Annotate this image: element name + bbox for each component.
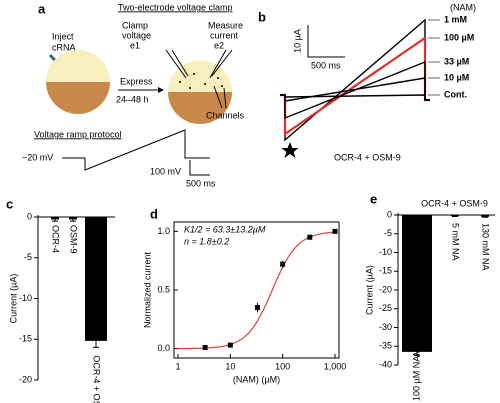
panel-label: e <box>370 191 377 206</box>
current-scale: 10 µA <box>292 29 302 53</box>
star <box>281 142 299 158</box>
channels-label: Channels <box>206 110 245 120</box>
peak-label: 100 mV <box>150 166 181 176</box>
point <box>307 234 313 240</box>
y-tick-label: -40 <box>379 359 392 369</box>
y-tick-label: 0 <box>387 209 392 219</box>
clamp-label: Clamp <box>122 20 148 30</box>
trace-label: 100 µM <box>444 32 474 42</box>
oocyte-top <box>46 50 110 82</box>
x-tick-label: OSM-9 <box>69 225 79 254</box>
point <box>280 261 286 267</box>
panel-label: b <box>258 9 266 24</box>
duration-label: 24–48 h <box>116 94 149 104</box>
y-tick-label: 0.5 <box>157 284 170 294</box>
y-tick-label: -30 <box>379 322 392 332</box>
bar <box>85 217 107 341</box>
point <box>254 305 260 311</box>
x-tick-label: 130 mM NA <box>481 223 491 271</box>
annotation: n = 1.8±0.2 <box>184 236 229 246</box>
trace <box>280 77 430 102</box>
x-tick-label: 10 <box>225 361 235 371</box>
ramp-waveform <box>62 129 210 171</box>
panel-label: a <box>38 1 46 16</box>
y-tick-label: -15 <box>19 334 32 344</box>
trace <box>280 35 430 137</box>
x-tick-label: 1,000 <box>324 361 347 371</box>
panel-label: c <box>6 196 13 211</box>
caption: OCR-4 + OSM-9 <box>334 152 401 162</box>
clamp-label: e1 <box>130 40 140 50</box>
chart-title: OCR-4 + OSM-9 <box>421 198 488 208</box>
measure-label: current <box>210 30 239 40</box>
y-tick-label: -5 <box>24 252 32 262</box>
y-axis-label: Normalized current <box>142 251 152 328</box>
point <box>227 342 233 348</box>
channel-dots <box>179 73 223 89</box>
oocyte-bottom <box>46 82 110 114</box>
y-axis-label: Current (µA) <box>364 265 374 315</box>
time-scale: 500 ms <box>186 178 216 188</box>
x-tick-label: 1 <box>175 361 180 371</box>
trace <box>280 94 430 101</box>
trace-label: 33 µM <box>444 56 469 66</box>
time-scale: 500 ms <box>311 60 341 70</box>
y-tick-label: -25 <box>379 303 392 313</box>
trace-label: Cont. <box>444 89 467 99</box>
point <box>202 344 208 350</box>
x-tick-label: OCR-4 + OSM-9 <box>92 355 102 403</box>
traces: 1 mM 100 µM 33 µM 10 µM Cont. <box>280 14 474 142</box>
y-tick-label: 0 <box>27 211 32 221</box>
y-tick-label: -10 <box>379 247 392 257</box>
arrow-head <box>158 87 164 93</box>
x-tick-label: OCR-4 <box>51 225 61 253</box>
legend-title: (NAM) <box>450 2 476 12</box>
bar <box>451 215 459 217</box>
trace-label: 10 µM <box>444 72 469 82</box>
measure-label: Measure <box>208 20 243 30</box>
y-tick-label: -20 <box>379 284 392 294</box>
scale-bar <box>307 25 345 58</box>
y-tick-label: -5 <box>384 228 392 238</box>
y-tick-label: -10 <box>19 293 32 303</box>
trace-label: 1 mM <box>444 14 467 24</box>
y-tick-label: -35 <box>379 341 392 351</box>
clamp-title: Two-electrode voltage clamp <box>118 2 233 12</box>
panel-a: a Inject cRNA Express 24–48 h Two-electr… <box>22 1 245 188</box>
y-tick-label: 1.0 <box>157 226 170 236</box>
x-tick-label: 100 <box>275 361 290 371</box>
fit-curve <box>177 231 336 350</box>
express-label: Express <box>120 76 153 86</box>
point <box>332 228 338 234</box>
panel-b: b 10 µA 500 ms (NAM) 1 mM 100 µM 33 µM 10 µ… <box>258 2 476 162</box>
x-tick-label: 5 mM NA <box>451 223 461 261</box>
y-axis-label: Current (µA) <box>8 274 18 324</box>
electrode <box>165 49 233 79</box>
oocyte-bottom <box>168 92 232 124</box>
inject-label: Inject <box>52 31 74 41</box>
leader <box>213 85 227 109</box>
y-tick-label: -20 <box>19 374 32 384</box>
ramp-title: Voltage ramp protocol <box>34 129 122 139</box>
scale-bar <box>189 160 210 176</box>
inject-label: cRNA <box>52 42 76 52</box>
measure-label: e2 <box>214 40 224 50</box>
bar <box>481 215 489 217</box>
oocyte-top <box>168 60 232 92</box>
clamp-label: voltage <box>122 30 151 40</box>
x-tick-label: 100 µM NAM <box>411 348 421 401</box>
y-tick-label: 0.0 <box>157 343 170 353</box>
hold-label: −20 mV <box>22 152 53 162</box>
y-tick-label: -15 <box>379 266 392 276</box>
panel-label: d <box>150 206 158 221</box>
annotation: K1/2 = 63.3±13.2µM <box>184 224 266 234</box>
bar <box>402 215 432 352</box>
x-axis-label: (NAM) (µM) <box>233 374 280 384</box>
